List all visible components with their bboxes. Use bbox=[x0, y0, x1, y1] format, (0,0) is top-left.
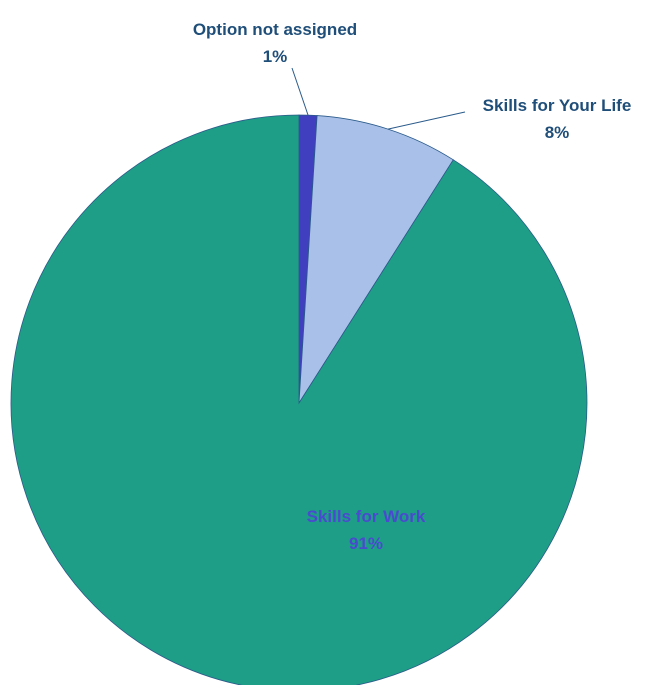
slice-label-skills-for-your-life: Skills for Your Life bbox=[483, 96, 632, 115]
slice-value-skills-for-your-life: 8% bbox=[545, 123, 570, 142]
leader-lines bbox=[291, 67, 466, 130]
slice-label-option-not-assigned: Option not assigned bbox=[193, 20, 357, 39]
slice-value-skills-for-work: 91% bbox=[349, 534, 383, 553]
pie-slice-skills-for-work bbox=[10, 114, 588, 685]
pie-slice-skills-for-your-life bbox=[298, 115, 454, 404]
slice-value-option-not-assigned: 1% bbox=[263, 47, 288, 66]
leader-line-skills-for-your-life bbox=[387, 111, 466, 130]
slice-label-skills-for-work: Skills for Work bbox=[307, 507, 426, 526]
pie-slices bbox=[10, 114, 588, 685]
leader-line-option-not-assigned bbox=[291, 67, 309, 116]
slice-labels: Option not assigned 1% Skills for Your L… bbox=[193, 20, 631, 553]
